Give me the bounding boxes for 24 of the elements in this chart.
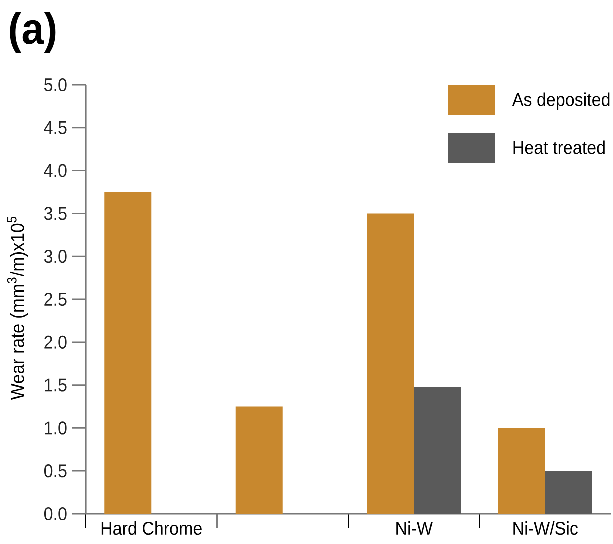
y-tick-label: 2.0	[44, 336, 67, 349]
bar	[367, 214, 414, 514]
legend-label: Heat treated	[514, 140, 605, 154]
y-tick-label: 0.0	[44, 507, 67, 521]
bar	[236, 406, 283, 514]
y-tick-label: 2.5	[44, 292, 67, 306]
bar	[104, 192, 152, 514]
y-tick-label: 0.5	[44, 464, 67, 478]
y-tick-label: 3.5	[44, 207, 67, 220]
y-tick-label: 3.0	[44, 250, 67, 264]
y-tick-label: 5.0	[44, 78, 67, 92]
y-tick-label: 1.5	[45, 378, 67, 392]
x-tick-label: Ni-W/Sic	[514, 522, 578, 536]
x-tick-label: Hard Chrome	[102, 522, 202, 536]
y-tick-label: 4.0	[44, 164, 67, 178]
y-tick-label: 1.0	[45, 422, 67, 435]
x-tick-label: Ni-W	[396, 522, 433, 535]
y-tick-label: 4.5	[44, 121, 67, 134]
bar	[414, 387, 462, 514]
legend-label: As deposited	[512, 92, 610, 110]
bar	[545, 471, 592, 514]
bar	[498, 428, 546, 514]
chart-title: (a)	[10, 12, 56, 54]
y-axis-title: Wear rate (mm$^{3}$/m)x10$^{5}$	[7, 216, 28, 400]
